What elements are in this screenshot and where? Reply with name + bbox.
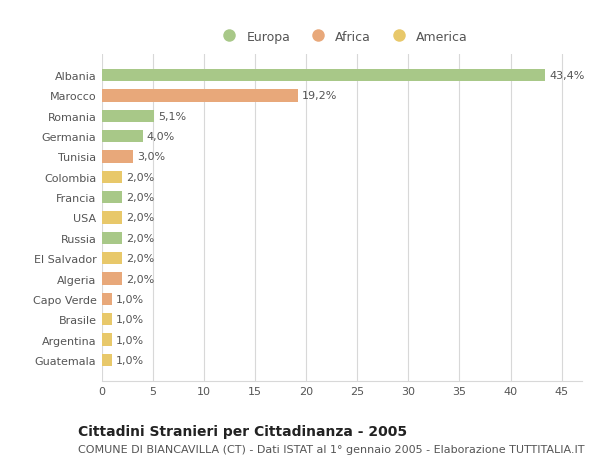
Text: 2,0%: 2,0% xyxy=(127,233,155,243)
Text: COMUNE DI BIANCAVILLA (CT) - Dati ISTAT al 1° gennaio 2005 - Elaborazione TUTTIT: COMUNE DI BIANCAVILLA (CT) - Dati ISTAT … xyxy=(78,444,584,454)
Text: 2,0%: 2,0% xyxy=(127,173,155,182)
Text: 5,1%: 5,1% xyxy=(158,112,186,122)
Bar xyxy=(102,90,298,102)
Text: 43,4%: 43,4% xyxy=(550,71,584,81)
Bar xyxy=(102,192,122,204)
Text: 1,0%: 1,0% xyxy=(116,335,145,345)
Text: 2,0%: 2,0% xyxy=(127,213,155,223)
Bar xyxy=(102,212,122,224)
Bar xyxy=(102,111,154,123)
Bar xyxy=(102,273,122,285)
Text: 2,0%: 2,0% xyxy=(127,274,155,284)
Bar xyxy=(102,313,112,325)
Bar xyxy=(102,252,122,265)
Text: 1,0%: 1,0% xyxy=(116,314,145,325)
Text: 4,0%: 4,0% xyxy=(147,132,175,142)
Text: 3,0%: 3,0% xyxy=(137,152,165,162)
Bar xyxy=(102,70,545,82)
Bar xyxy=(102,334,112,346)
Text: Cittadini Stranieri per Cittadinanza - 2005: Cittadini Stranieri per Cittadinanza - 2… xyxy=(78,425,407,438)
Text: 19,2%: 19,2% xyxy=(302,91,338,101)
Bar xyxy=(102,354,112,366)
Bar xyxy=(102,171,122,184)
Text: 2,0%: 2,0% xyxy=(127,193,155,203)
Text: 2,0%: 2,0% xyxy=(127,254,155,263)
Bar xyxy=(102,293,112,305)
Text: 1,0%: 1,0% xyxy=(116,294,145,304)
Bar xyxy=(102,131,143,143)
Bar xyxy=(102,151,133,163)
Bar xyxy=(102,232,122,244)
Text: 1,0%: 1,0% xyxy=(116,355,145,365)
Legend: Europa, Africa, America: Europa, Africa, America xyxy=(211,25,473,48)
